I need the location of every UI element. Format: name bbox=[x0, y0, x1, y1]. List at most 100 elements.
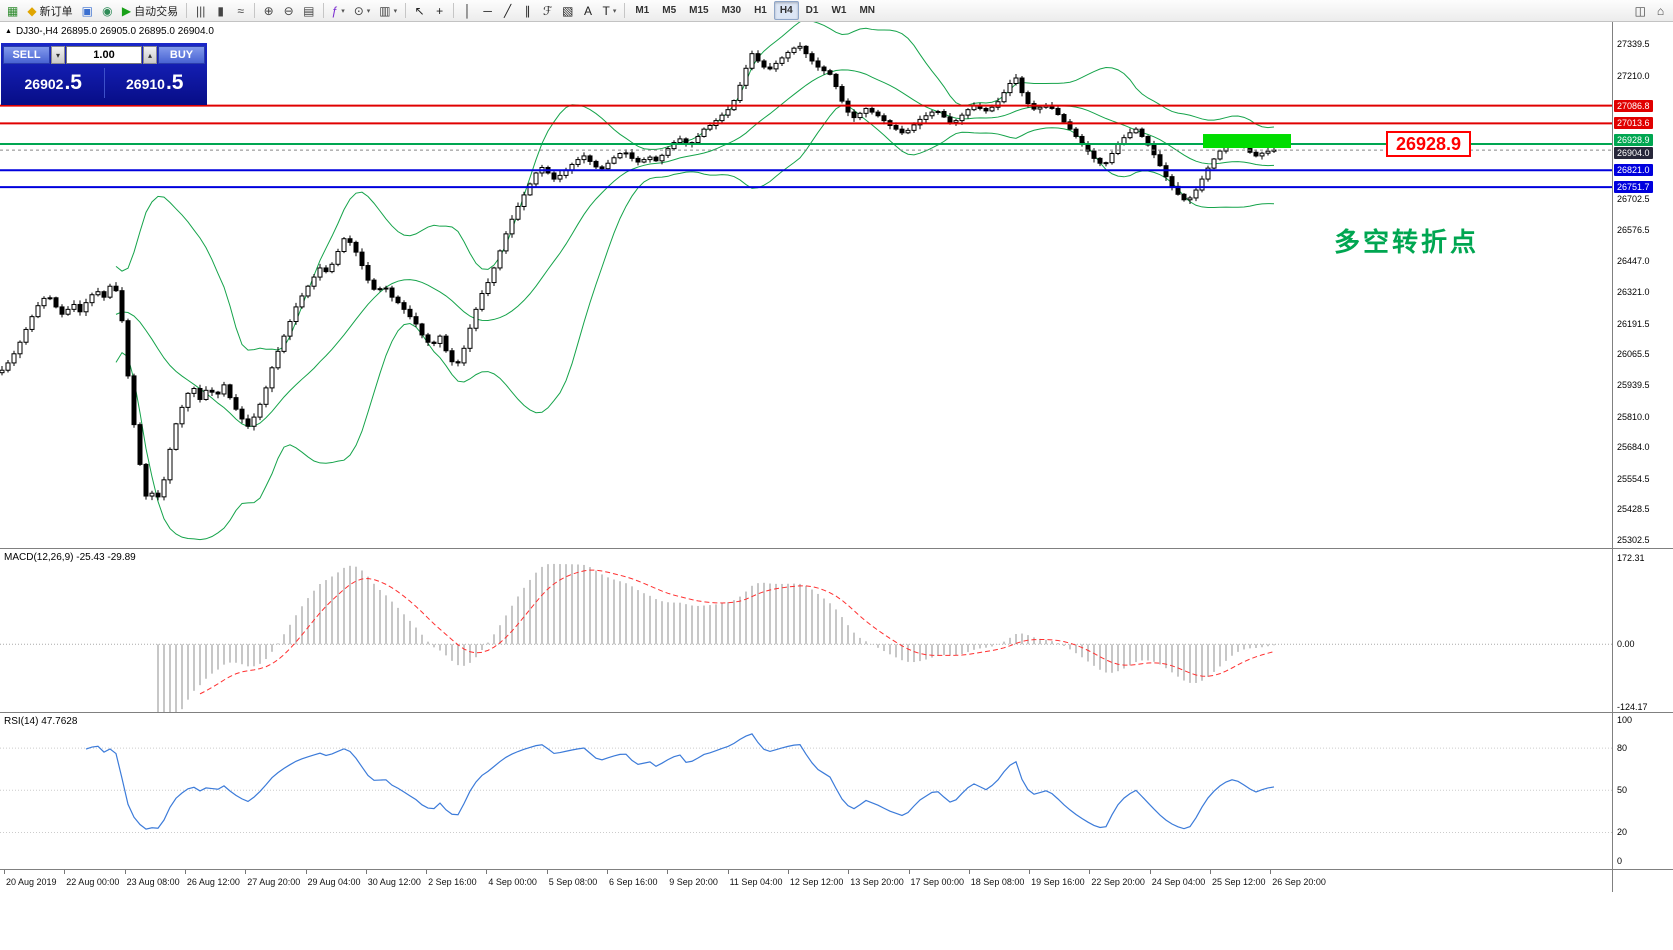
turning-point-annotation[interactable]: 多空转折点 bbox=[1334, 227, 1480, 257]
main-chart-plot[interactable]: ▲ DJ30-,H4 26895.0 26905.0 26895.0 26904.… bbox=[0, 22, 1613, 548]
main-chart-canvas[interactable] bbox=[0, 22, 1612, 548]
time-axis-label: 5 Sep 08:00 bbox=[548, 877, 598, 887]
trendline-button[interactable]: ╱ bbox=[498, 1, 517, 20]
spin-down-icon: ▾ bbox=[55, 50, 60, 60]
new-chart-icon: ▦ bbox=[7, 3, 19, 18]
buy-price[interactable]: 26910.5 bbox=[105, 71, 206, 95]
market-watch-button[interactable]: ◉ bbox=[98, 1, 117, 20]
timeframe-w1-button[interactable]: W1 bbox=[831, 5, 847, 16]
time-axis-label: 19 Sep 16:00 bbox=[1031, 877, 1085, 887]
equidistant-channel-button[interactable]: ∥ bbox=[518, 1, 537, 20]
timeframe-m30-button[interactable]: M30 bbox=[721, 5, 742, 16]
data-window-button[interactable]: ◫ bbox=[1631, 1, 1650, 20]
time-axis-label: 6 Sep 16:00 bbox=[609, 877, 658, 887]
toolbar-separator bbox=[254, 3, 256, 18]
timeframe-m1-button[interactable]: M1 bbox=[635, 5, 650, 16]
zoom-out-button[interactable]: ⊖ bbox=[279, 1, 298, 20]
time-tick bbox=[787, 870, 789, 874]
crosshair-button[interactable]: + bbox=[430, 1, 449, 20]
time-axis-label: 20 Aug 2019 bbox=[6, 877, 57, 887]
bollinger-bands bbox=[115, 22, 1275, 541]
cursor-button[interactable]: ↖ bbox=[410, 1, 429, 20]
timeframe-h1-button[interactable]: H1 bbox=[754, 5, 767, 16]
tile-windows-button[interactable]: ▤ bbox=[299, 1, 318, 20]
timeframe-h4-button[interactable]: H4 bbox=[773, 1, 799, 20]
symbol-header: ▲ DJ30-,H4 26895.0 26905.0 26895.0 26904.… bbox=[5, 26, 214, 37]
shapes-icon: ▧ bbox=[562, 3, 574, 18]
highlight-rectangle[interactable] bbox=[1203, 134, 1291, 149]
zoom-out-icon: ⊖ bbox=[283, 3, 294, 18]
rsi-plot[interactable]: RSI(14) 47.7628 bbox=[0, 713, 1613, 869]
price-tag-pivot-green: 26928.9 bbox=[1614, 134, 1653, 147]
time-axis-label: 23 Aug 08:00 bbox=[126, 877, 180, 887]
indicators-icon: ƒ bbox=[331, 3, 339, 18]
candlestick-chart-icon: ▮ bbox=[217, 3, 224, 18]
time-axis-label: 12 Sep 12:00 bbox=[789, 877, 844, 887]
time-tick bbox=[968, 870, 970, 874]
candles-layer bbox=[0, 42, 1277, 501]
periods-button[interactable]: ⊙ ▾ bbox=[350, 1, 375, 20]
profiles-icon: ▣ bbox=[81, 3, 93, 18]
line-chart-button[interactable]: ≈ bbox=[231, 1, 250, 20]
macd-panel: MACD(12,26,9) -25.43 -29.89 172.31 0.00 -1… bbox=[0, 549, 1673, 713]
zoom-in-button[interactable]: ⊕ bbox=[259, 1, 278, 20]
caret-down-icon: ▾ bbox=[341, 7, 345, 15]
time-axis-label: 22 Sep 20:00 bbox=[1091, 877, 1145, 887]
horizontal-levels[interactable] bbox=[0, 104, 1612, 189]
timeframe-m5-button[interactable]: M5 bbox=[662, 5, 677, 16]
macd-label: MACD(12,26,9) -25.43 -29.89 bbox=[4, 552, 136, 563]
timeframe-d1-button[interactable]: D1 bbox=[805, 5, 819, 16]
spin-up-icon: ▴ bbox=[147, 50, 152, 60]
equidistant-channel-icon: ∥ bbox=[524, 3, 531, 18]
price-tag-support-2: 26751.7 bbox=[1614, 181, 1653, 194]
rsi-axis-label: 50 bbox=[1617, 785, 1628, 796]
macd-histogram bbox=[157, 563, 1275, 712]
arrows-button[interactable]: T ▾ bbox=[598, 1, 620, 20]
new-chart-button[interactable]: ▦ bbox=[3, 1, 22, 20]
text-button[interactable]: A bbox=[578, 1, 597, 20]
caret-down-icon: ▾ bbox=[393, 7, 398, 15]
time-tick bbox=[848, 870, 850, 874]
bar-chart-button[interactable]: ||| bbox=[191, 1, 210, 20]
current-price-tag: 26904.0 bbox=[1614, 147, 1653, 160]
autotrading-button[interactable]: ▶ 自动交易 bbox=[118, 1, 182, 20]
profiles-button[interactable]: ▣ bbox=[78, 1, 97, 20]
one-click-panel-toggle[interactable]: ▲ bbox=[5, 28, 12, 35]
connection-button[interactable]: ⌂ bbox=[1651, 1, 1670, 20]
toolbar-separator bbox=[453, 3, 455, 18]
price-axis-label: 26447.0 bbox=[1617, 256, 1650, 267]
time-tick bbox=[607, 870, 608, 874]
price-axis[interactable]: 27339.527210.026954.526702.526576.526447… bbox=[1613, 22, 1673, 548]
shapes-button[interactable]: ▧ bbox=[558, 1, 577, 20]
fibonacci-button[interactable]: ℱ bbox=[538, 1, 557, 20]
volume-up-button[interactable]: ▴ bbox=[143, 46, 157, 64]
timeframe-mn-button[interactable]: MN bbox=[859, 5, 876, 16]
volume-down-button[interactable]: ▾ bbox=[51, 46, 65, 64]
line-chart-icon: ≈ bbox=[237, 3, 244, 18]
time-tick bbox=[667, 870, 669, 874]
timeframe-m15-button[interactable]: M15 bbox=[689, 5, 709, 16]
sell-button[interactable]: SELL bbox=[3, 46, 50, 64]
tile-windows-icon: ▤ bbox=[303, 3, 315, 18]
sell-price[interactable]: 26902.5 bbox=[3, 71, 104, 95]
macd-plot[interactable]: MACD(12,26,9) -25.43 -29.89 bbox=[0, 549, 1613, 712]
candlestick-chart-button[interactable]: ▮ bbox=[211, 1, 230, 20]
indicators-button[interactable]: ƒ ▾ bbox=[328, 1, 349, 20]
time-axis[interactable]: 20 Aug 2019 22 Aug 00:00 23 Aug 08:00 26 Au… bbox=[0, 870, 1613, 892]
templates-button[interactable]: ▥ ▾ bbox=[375, 1, 401, 20]
bollinger-upper-line bbox=[115, 22, 1275, 351]
price-axis-label: 25684.0 bbox=[1617, 442, 1650, 453]
time-tick bbox=[124, 870, 126, 874]
volume-input[interactable]: 1.00 bbox=[66, 46, 142, 64]
time-axis-label: 26 Sep 20:00 bbox=[1272, 877, 1326, 887]
buy-button[interactable]: BUY bbox=[158, 46, 205, 64]
new-order-button[interactable]: ◆ 新订单 bbox=[23, 1, 76, 20]
horizontal-line-icon: ─ bbox=[483, 3, 492, 18]
price-callout-label[interactable]: 26928.9 bbox=[1386, 131, 1472, 158]
new-order-icon: ◆ bbox=[27, 3, 37, 18]
horizontal-line-button[interactable]: ─ bbox=[478, 1, 497, 20]
market-watch-icon: ◉ bbox=[102, 3, 113, 18]
fibonacci-icon: ℱ bbox=[542, 3, 553, 18]
time-axis-row: 20 Aug 2019 22 Aug 00:00 23 Aug 08:00 26 Au… bbox=[0, 870, 1673, 892]
vertical-line-button[interactable]: │ bbox=[458, 1, 477, 20]
